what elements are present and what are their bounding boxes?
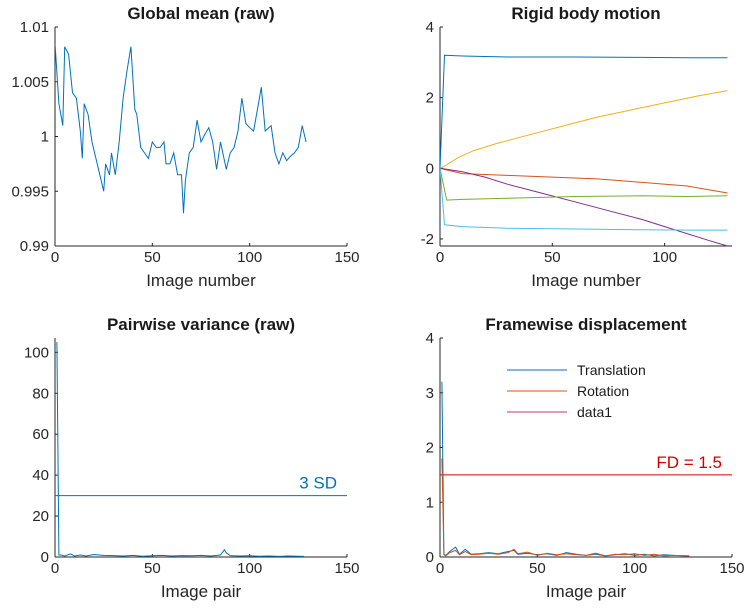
global-mean-x-tick-label: 50 [144, 249, 161, 266]
framewise-displacement-xlabel: Image pair [546, 582, 627, 601]
framewise-displacement-y-tick-label: 1 [426, 494, 434, 511]
pairwise-variance-x-tick-label: 100 [237, 560, 262, 577]
global-mean-series-1-line [55, 43, 307, 214]
pairwise-variance-title: Pairwise variance (raw) [107, 315, 295, 334]
rigid-body-motion-series-6-line [440, 168, 728, 231]
global-mean-axes: Global mean (raw) 0 50 100 150 0.99 0.995 1 1.00… [11, 4, 359, 290]
pairwise-variance-y-tick-label: 40 [32, 467, 49, 484]
pairwise-variance-x-tick-label: 150 [334, 560, 359, 577]
framewise-displacement-legend-label: Rotation [577, 383, 629, 399]
pairwise-variance-y-tick-label: 60 [32, 426, 49, 443]
global-mean-x-tick-label: 0 [51, 249, 59, 266]
framewise-displacement-legend-label: data1 [577, 404, 612, 420]
framewise-displacement-x-tick-label: 0 [436, 560, 444, 577]
rigid-body-motion-title: Rigid body motion [511, 4, 660, 23]
global-mean-y-tick-label: 1 [41, 129, 49, 146]
framewise-displacement-x-tick-label: 100 [622, 560, 647, 577]
rigid-body-motion-x-tick-label: 100 [652, 249, 677, 266]
framewise-displacement-y-tick-label: 2 [426, 440, 434, 457]
rigid-body-motion-y-tick-label: 4 [426, 19, 434, 36]
rigid-body-motion-x-tick-label: 0 [436, 249, 444, 266]
framewise-displacement-y-tick-label: 4 [426, 330, 434, 347]
rigid-body-motion-series-3-line [440, 90, 728, 169]
rigid-body-motion-series-2-line [440, 167, 728, 194]
rigid-body-motion-series-4-line [440, 167, 728, 247]
global-mean-x-tick-label: 100 [237, 249, 262, 266]
global-mean-y-tick-label: 0.99 [20, 238, 49, 255]
pairwise-variance-x-tick-label: 50 [144, 560, 161, 577]
framewise-displacement-reference-label: FD = 1.5 [656, 453, 722, 472]
rigid-body-motion-y-tick-label: -2 [421, 231, 434, 248]
framewise-displacement-legend-label: Translation [577, 362, 646, 378]
framewise-displacement-y-tick-label: 0 [426, 549, 434, 566]
pairwise-variance-axes: Pairwise variance (raw) 0 50 100 150 0 20 40 60 8… [24, 315, 360, 601]
framewise-displacement-y-tick-label: 3 [426, 385, 434, 402]
global-mean-xlabel: Image number [146, 271, 256, 290]
pairwise-variance-y-tick-label: 100 [24, 344, 49, 361]
global-mean-y-tick-label: 0.995 [11, 183, 49, 200]
global-mean-y-tick-label: 1.01 [20, 19, 49, 36]
framewise-displacement-x-tick-label: 50 [529, 560, 546, 577]
rigid-body-motion-series-1-line [440, 54, 728, 169]
pairwise-variance-y-tick-label: 0 [41, 549, 49, 566]
global-mean-x-tick-label: 150 [334, 249, 359, 266]
framewise-displacement-series-1-line [441, 381, 690, 557]
framewise-displacement-legend: Translation Rotation data1 [507, 362, 646, 420]
rigid-body-motion-xlabel: Image number [531, 271, 641, 290]
global-mean-title: Global mean (raw) [127, 4, 274, 23]
pairwise-variance-y-tick-label: 20 [32, 508, 49, 525]
pairwise-variance-series-1-line [56, 342, 305, 557]
rigid-body-motion-x-tick-label: 50 [544, 249, 561, 266]
pairwise-variance-y-tick-label: 80 [32, 385, 49, 402]
framewise-displacement-title: Framewise displacement [485, 315, 687, 334]
pairwise-variance-x-tick-label: 0 [51, 560, 59, 577]
rigid-body-motion-series-5-line [440, 168, 728, 201]
framewise-displacement-axes: Framewise displacement 0 50 100 150 0 1 2 3 4 Imag… [426, 315, 745, 601]
rigid-body-motion-y-tick-label: 0 [426, 160, 434, 177]
framewise-displacement-x-tick-label: 150 [719, 560, 744, 577]
pairwise-variance-reference-label: 3 SD [299, 474, 337, 493]
pairwise-variance-xlabel: Image pair [161, 582, 242, 601]
global-mean-y-tick-label: 1.005 [11, 74, 49, 91]
framewise-displacement-series-2-line [441, 458, 690, 557]
rigid-body-motion-y-tick-label: 2 [426, 90, 434, 107]
